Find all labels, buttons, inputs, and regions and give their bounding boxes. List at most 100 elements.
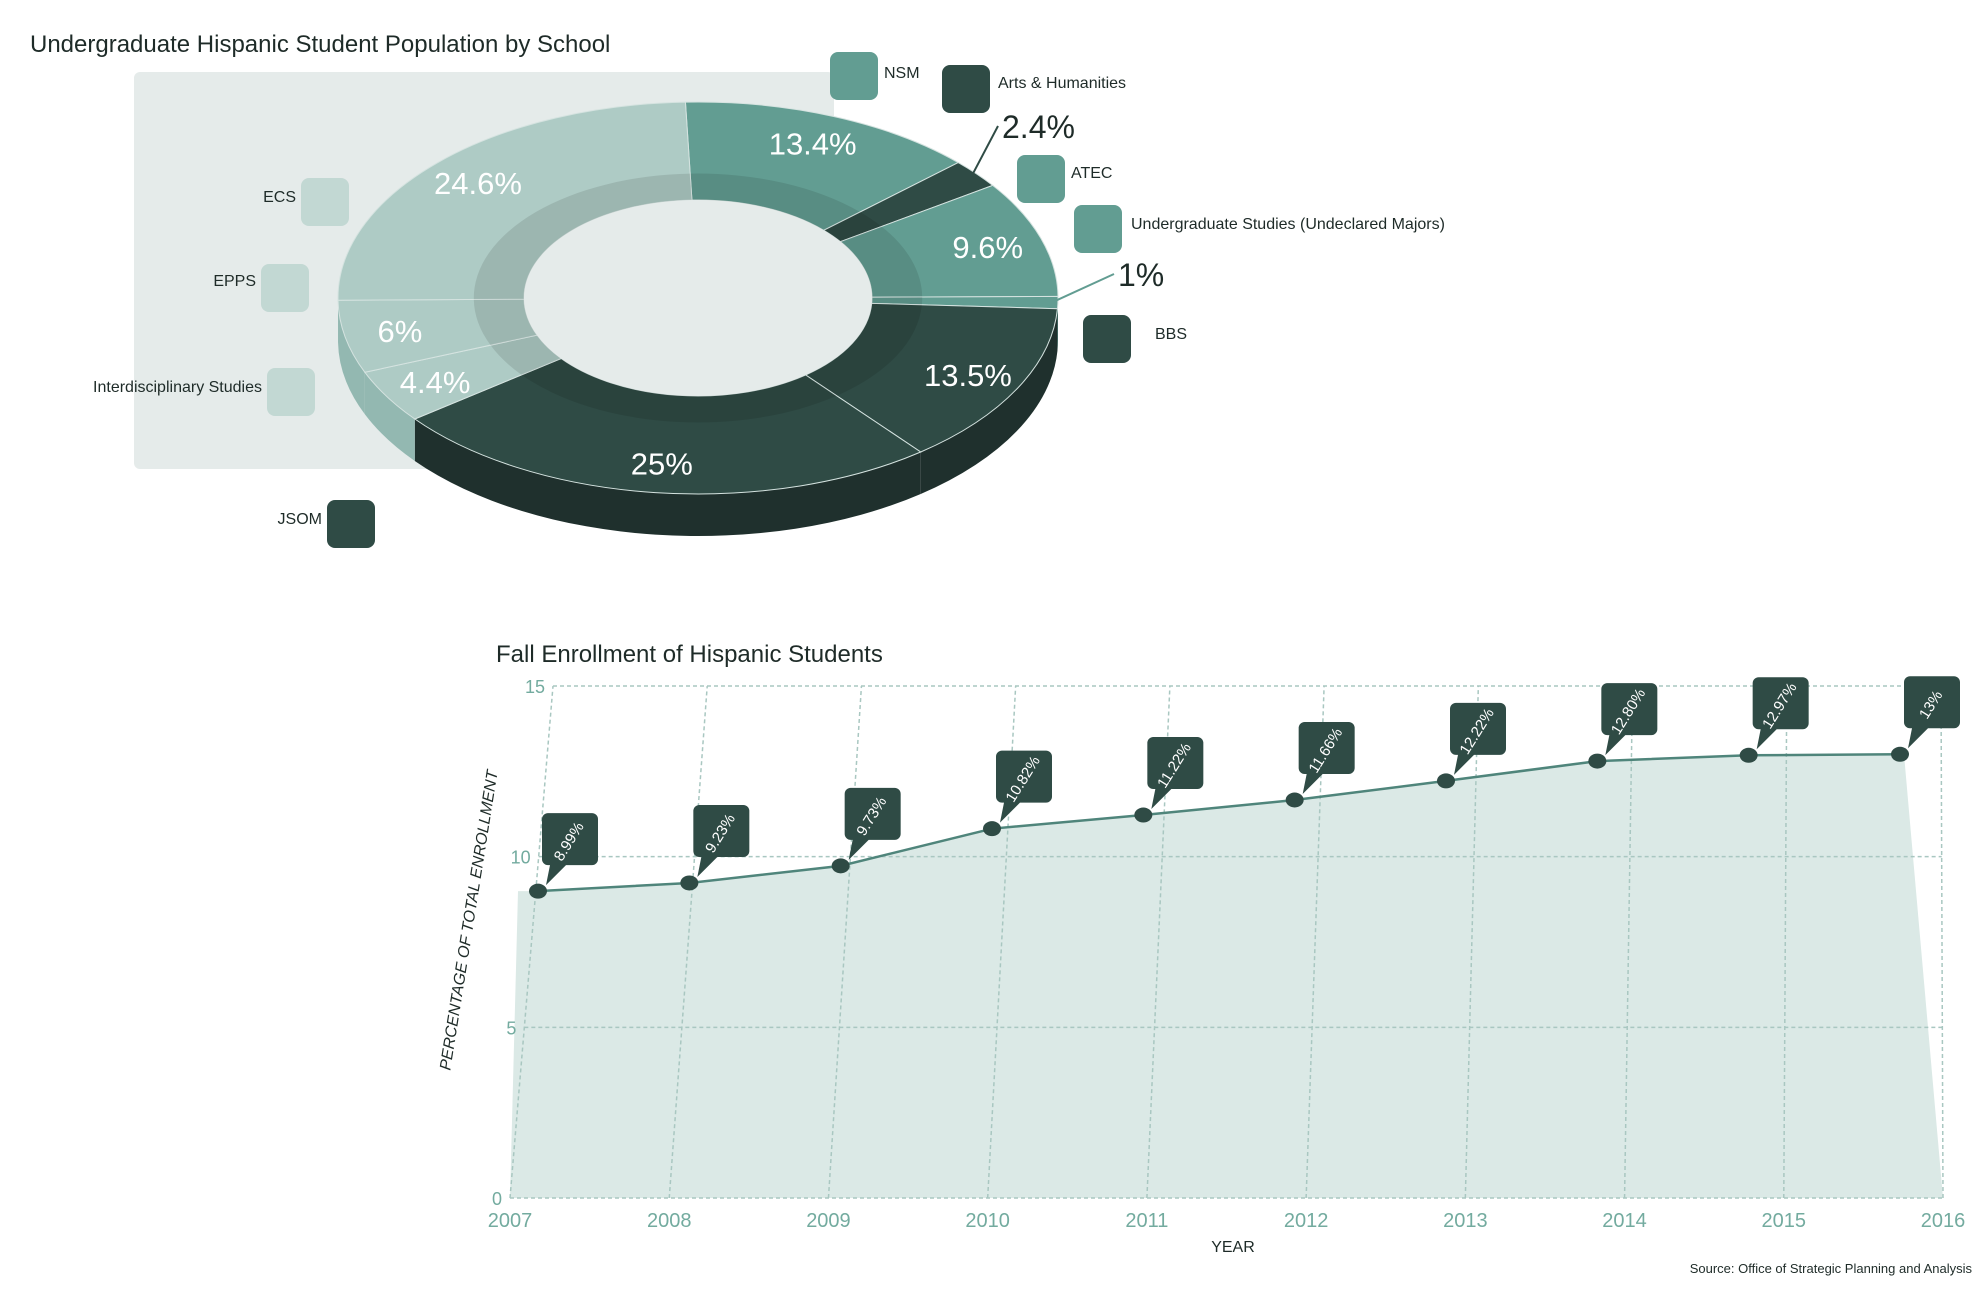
data-callout-2011: 11.22% (1147, 737, 1204, 810)
slice-label-jsom: 25% (631, 446, 693, 481)
data-point-2010 (983, 821, 1001, 837)
data-point-2011 (1134, 807, 1153, 823)
legend-label-undergraduate-studies-undeclared-majors: Undergraduate Studies (Undeclared Majors… (1131, 216, 1445, 233)
legend-swatch-ecs (301, 178, 349, 226)
data-callout-2008: 9.23% (693, 804, 750, 877)
donut-hole (524, 200, 872, 396)
donut-lip-arts-humanities (823, 211, 882, 242)
data-point-2012 (1285, 792, 1304, 808)
gridline-v-2009 (827, 685, 863, 1199)
legend-label-ecs: ECS (263, 189, 296, 206)
legend-label-jsom: JSOM (278, 511, 322, 528)
slice-label-bbs: 13.5% (924, 358, 1012, 393)
donut-lip-epps (473, 299, 537, 346)
callout-box (1904, 676, 1960, 749)
x-tick-label: 2016 (1921, 1210, 1966, 1232)
legend-label-interdisciplinary-studies: Interdisciplinary Studies (93, 379, 262, 396)
legend-swatch-undergraduate-studies-undeclared-majors (1074, 205, 1122, 253)
callout-box (1601, 683, 1658, 756)
legend-swatch-bbs (1083, 315, 1131, 363)
donut-side-interdisciplinary-studies (364, 372, 415, 462)
data-callout-2009: 9.73% (844, 787, 901, 860)
callout-box (1298, 722, 1355, 795)
gridline-v-2016 (1940, 685, 1944, 1199)
school-donut-chart: Undergraduate Hispanic Student Populatio… (30, 31, 1445, 548)
slice-label-arts-humanities: 2.4% (1002, 109, 1075, 145)
callout-line-undergraduate-studies-undeclared-majors (1051, 273, 1115, 304)
callout-box (1147, 737, 1204, 810)
donut-lip-ecs (473, 173, 692, 300)
legend-swatch-atec (1017, 155, 1065, 203)
x-tick-label: 2008 (647, 1210, 692, 1232)
slice-label-interdisciplinary-studies: 4.4% (400, 365, 471, 400)
data-point-2016 (1891, 746, 1909, 762)
slice-label-ecs: 24.6% (434, 166, 522, 201)
data-point-2013 (1437, 773, 1455, 789)
y-tick-label: 15 (525, 677, 545, 697)
donut-lip-bbs (805, 303, 922, 396)
donut-lip-nsm (690, 173, 861, 231)
gridline-v-2014 (1623, 685, 1634, 1199)
x-tick-label: 2010 (965, 1210, 1010, 1232)
legend-label-epps: EPPS (213, 273, 256, 290)
donut-lip-jsom (521, 358, 837, 423)
data-callout-2016: 13% (1904, 676, 1960, 749)
callout-box (542, 813, 598, 886)
callout-box (693, 804, 750, 877)
donut-lip-undergraduate-studies-undeclared-majors (871, 296, 923, 305)
area-fill (510, 754, 1943, 1198)
series-line (537, 753, 1901, 893)
legend-label-atec: ATEC (1071, 165, 1112, 182)
callout-box (996, 750, 1052, 823)
callout-box (1752, 677, 1809, 750)
legend-label-bbs: BBS (1155, 326, 1187, 343)
legend-label-arts-humanities: Arts & Humanities (998, 75, 1126, 92)
y-tick-label: 5 (506, 1018, 516, 1038)
data-callout-2010: 10.82% (996, 750, 1052, 823)
callout-box (1450, 702, 1506, 775)
callout-line-arts-humanities (970, 125, 999, 177)
data-callout-2012: 11.66% (1298, 722, 1355, 795)
enrollment-area-chart: Fall Enrollment of Hispanic Students 0 5 1… (437, 641, 1965, 1256)
data-callout-2014: 12.80% (1601, 683, 1658, 756)
x-tick-label: 2013 (1443, 1210, 1488, 1232)
legend-swatch-epps (261, 264, 309, 312)
data-callout-2013: 12.22% (1450, 702, 1506, 775)
slice-label-undergraduate-studies-undeclared-majors: 1% (1118, 257, 1164, 293)
donut-lip-interdisciplinary-studies (490, 335, 562, 375)
donut-side-bbs (920, 308, 1058, 494)
slice-label-nsm: 13.4% (769, 127, 857, 162)
data-callout-2015: 12.97% (1752, 677, 1809, 750)
data-point-2007 (529, 883, 547, 899)
gridline-v-2008 (668, 685, 708, 1199)
y-tick-label: 0 (492, 1189, 502, 1209)
x-tick-label: 2009 (806, 1210, 851, 1232)
legend-swatch-interdisciplinary-studies (267, 368, 315, 416)
gridline-v-2013 (1464, 685, 1480, 1199)
legend-swatch-arts-humanities (942, 65, 990, 113)
gridline-v-2015 (1783, 685, 1788, 1199)
data-point-2014 (1588, 753, 1607, 769)
callout-box (844, 787, 901, 860)
y-tick-label: 10 (511, 848, 531, 868)
area-chart-title: Fall Enrollment of Hispanic Students (496, 641, 883, 668)
gridline-v-2007 (509, 685, 554, 1199)
data-point-2009 (831, 858, 850, 874)
data-point-2015 (1739, 747, 1758, 763)
x-tick-label: 2011 (1125, 1210, 1168, 1232)
legend-swatch-nsm (830, 52, 878, 100)
data-callout-2007: 8.99% (542, 813, 598, 886)
donut-chart-title: Undergraduate Hispanic Student Populatio… (30, 31, 610, 58)
data-point-2008 (680, 875, 699, 891)
source-note: Source: Office of Strategic Planning and… (1690, 1261, 1973, 1276)
x-tick-label: 2014 (1602, 1210, 1647, 1232)
donut-lip-atec (840, 226, 923, 298)
slice-label-epps: 6% (377, 314, 422, 349)
donut-side-jsom (414, 419, 921, 536)
x-tick-label: 2007 (488, 1210, 533, 1232)
slice-label-atec: 9.6% (952, 230, 1023, 265)
x-axis-title: YEAR (1211, 1239, 1255, 1256)
gridline-v-2012 (1305, 685, 1325, 1199)
legend-swatch-jsom (327, 500, 375, 548)
